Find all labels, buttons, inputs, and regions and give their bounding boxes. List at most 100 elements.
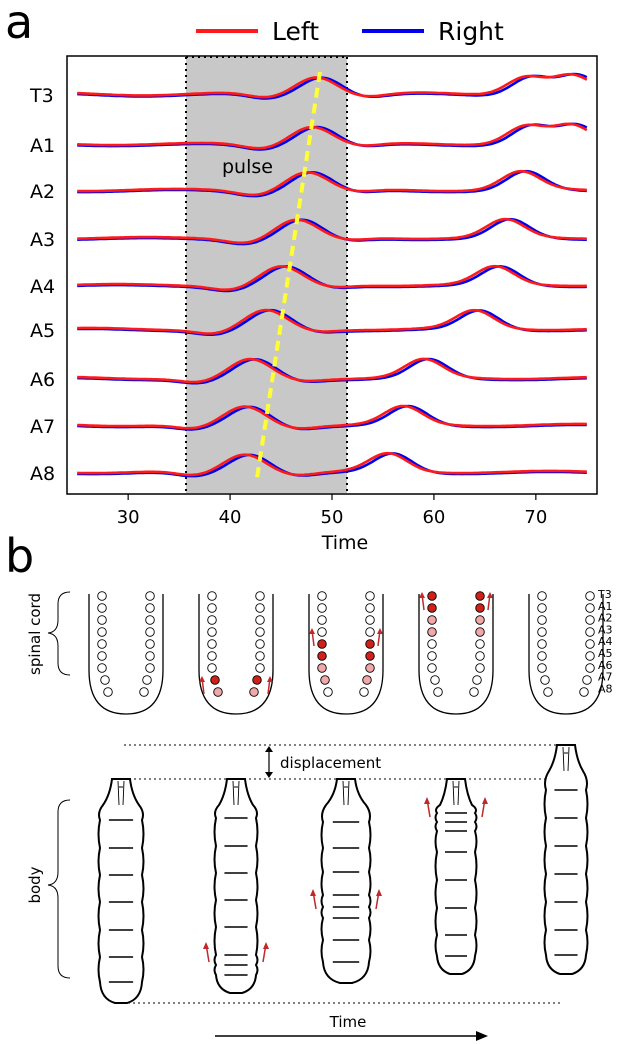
cord-label-a4: A4 <box>598 635 613 648</box>
chart-a: pulse T3 A1 A2 A3 A4 A5 A6 A7 A8 30 40 50 60 70 Time <box>29 55 598 554</box>
neuron-left-t3 <box>537 591 547 601</box>
neuron-left-a5 <box>427 651 437 661</box>
neuron-right-a7 <box>362 675 372 685</box>
contraction-arrow-head <box>263 942 269 949</box>
neuron-left-a2 <box>317 615 327 625</box>
neuron-left-t3 <box>427 591 437 601</box>
traces <box>77 72 588 478</box>
segment-label-a7: A7 <box>30 416 55 438</box>
spinal-cord-brace: spinal cord <box>26 591 71 676</box>
neuron-left-a1 <box>207 603 217 613</box>
neuron-right-a7 <box>472 675 482 685</box>
activity-arrow-head <box>267 676 273 682</box>
segment-label-t3: T3 <box>29 85 54 107</box>
cord-outline <box>418 594 494 715</box>
segment-label-a1: A1 <box>30 135 55 157</box>
neuron-right-a2 <box>585 615 595 625</box>
cord-outline <box>528 594 604 715</box>
legend-right-label: Right <box>438 17 504 46</box>
neuron-left-a7 <box>210 675 220 685</box>
panel-a-label: a <box>5 0 33 49</box>
displacement-label: displacement <box>280 754 381 772</box>
segment-label-a8: A8 <box>30 463 55 485</box>
larva-outline <box>97 778 145 1004</box>
activity-arrow-head <box>199 676 205 682</box>
neuron-right-a4 <box>365 639 375 649</box>
trace-left-a7 <box>77 404 587 430</box>
neuron-left-a8 <box>323 687 333 697</box>
trace-left-a1 <box>77 122 588 150</box>
trace-left-a4 <box>77 264 587 291</box>
neuron-left-a1 <box>97 603 107 613</box>
mouth-hooks <box>232 780 240 806</box>
segment-labels: T3 A1 A2 A3 A4 A5 A6 A7 A8 <box>29 85 55 485</box>
larva-outline <box>320 778 372 984</box>
neuron-right-a2 <box>255 615 265 625</box>
neuron-left-a6 <box>537 663 547 673</box>
larva-diagrams <box>97 744 589 1004</box>
neuron-left-a3 <box>537 627 547 637</box>
neuron-left-a8 <box>213 687 223 697</box>
segment-label-a3: A3 <box>30 229 55 251</box>
neuron-left-a8 <box>543 687 553 697</box>
activity-arrow-head <box>487 592 493 598</box>
neuron-right-a7 <box>252 675 262 685</box>
segment-label-a2: A2 <box>30 181 55 203</box>
neuron-left-a2 <box>537 615 547 625</box>
trace-left-a6 <box>77 357 587 384</box>
neuron-right-a6 <box>365 663 375 673</box>
neuron-right-a3 <box>255 627 265 637</box>
neuron-right-t3 <box>365 591 375 601</box>
neuron-left-a5 <box>97 651 107 661</box>
neuron-right-t3 <box>145 591 155 601</box>
segment-label-a6: A6 <box>30 369 55 391</box>
spinal-cord-4 <box>418 591 494 715</box>
neuron-right-a3 <box>475 627 485 637</box>
neuron-right-a4 <box>255 639 265 649</box>
larva-2 <box>203 778 269 994</box>
neuron-right-a1 <box>145 603 155 613</box>
cord-label-t3: T3 <box>597 588 612 601</box>
spinal-cord-diagrams <box>88 591 604 715</box>
cord-label-a1: A1 <box>598 600 613 613</box>
neuron-left-a5 <box>207 651 217 661</box>
x-tick-label: 60 <box>422 507 445 528</box>
neuron-right-a2 <box>475 615 485 625</box>
trace-left-a2 <box>77 169 587 197</box>
segment-label-a4: A4 <box>30 276 55 298</box>
neuron-left-a3 <box>207 627 217 637</box>
neuron-right-t3 <box>585 591 595 601</box>
neuron-left-a3 <box>317 627 327 637</box>
displacement-indicator: displacement <box>124 744 560 780</box>
spinal-cord-1 <box>88 591 164 715</box>
cord-outline <box>88 594 164 715</box>
neuron-right-a4 <box>475 639 485 649</box>
activity-arrow-head <box>377 628 383 634</box>
legend-left-label: Left <box>272 17 319 46</box>
activity-arrow-head <box>309 628 315 634</box>
neuron-right-a1 <box>475 603 485 613</box>
neuron-right-a6 <box>475 663 485 673</box>
neuron-left-a3 <box>427 627 437 637</box>
neuron-right-a8 <box>469 687 479 697</box>
neuron-left-a2 <box>427 615 437 625</box>
spinal-cord-2 <box>198 591 274 715</box>
neuron-left-a1 <box>427 603 437 613</box>
mouth-hooks <box>562 746 570 772</box>
neuron-right-a8 <box>359 687 369 697</box>
neuron-right-a2 <box>145 615 155 625</box>
neuron-right-a8 <box>139 687 149 697</box>
contraction-arrow-head <box>424 797 430 804</box>
neuron-right-a3 <box>365 627 375 637</box>
neuron-left-t3 <box>97 591 107 601</box>
neuron-left-a6 <box>427 663 437 673</box>
neuron-right-a6 <box>145 663 155 673</box>
neuron-left-a5 <box>317 651 327 661</box>
cord-outline <box>308 594 384 715</box>
mouth-hooks <box>117 780 125 806</box>
neuron-left-a4 <box>537 639 547 649</box>
neuron-left-a6 <box>317 663 327 673</box>
pulse-label: pulse <box>222 156 273 178</box>
neuron-left-a7 <box>100 675 110 685</box>
cord-label-a6: A6 <box>598 659 613 672</box>
